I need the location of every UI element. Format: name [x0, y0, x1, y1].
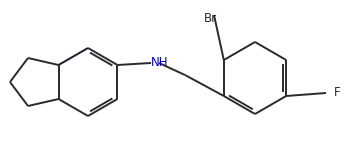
Text: F: F: [334, 86, 341, 100]
Text: NH: NH: [151, 57, 169, 69]
Text: Br: Br: [204, 12, 217, 25]
